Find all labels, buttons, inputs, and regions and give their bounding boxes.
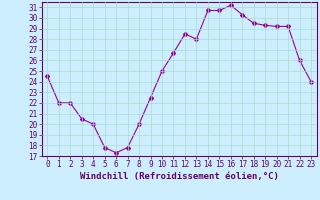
X-axis label: Windchill (Refroidissement éolien,°C): Windchill (Refroidissement éolien,°C): [80, 172, 279, 181]
